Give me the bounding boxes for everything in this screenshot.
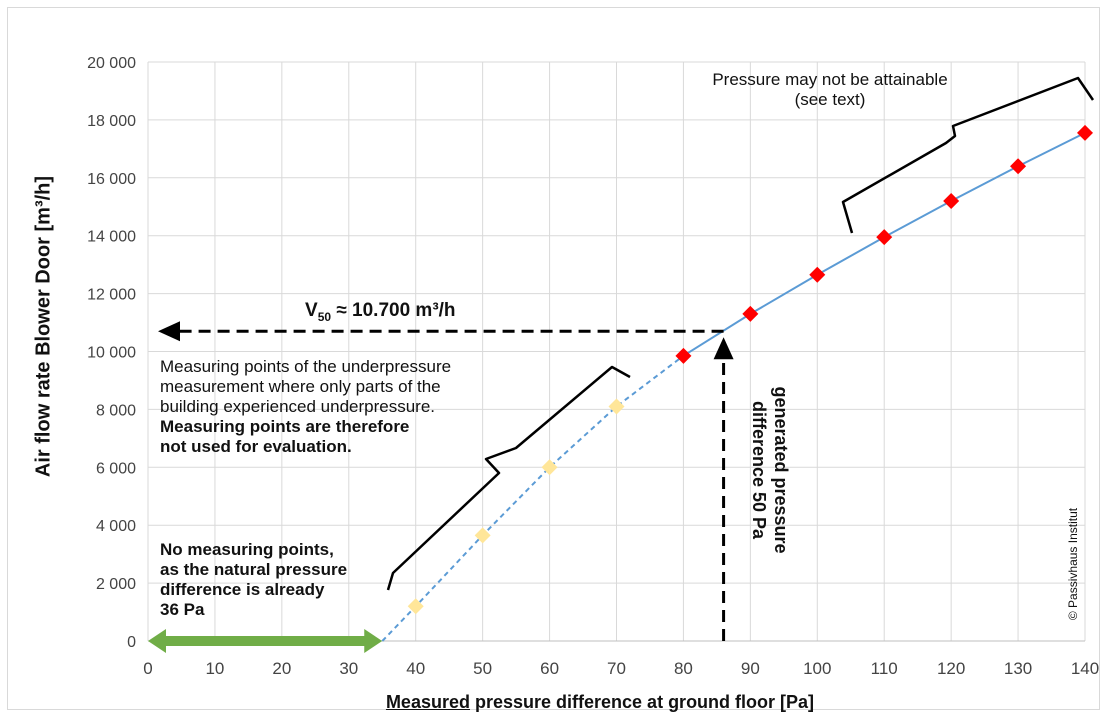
not-attainable-line: (see text) (794, 90, 866, 109)
v50-arrowhead (158, 321, 180, 342)
data-point (1010, 158, 1027, 175)
v50-value: ≈ 10.700 m³/h (331, 300, 456, 321)
y-tick-label: 18 000 (87, 113, 136, 130)
x-tick-label: 100 (803, 659, 831, 678)
no-points-line: 36 Pa (160, 600, 205, 619)
no-points-line: No measuring points, (160, 540, 334, 559)
underpressure-bold-line: not used for evaluation. (160, 437, 352, 456)
underpressure-bold-line: Measuring points are therefore (160, 417, 410, 436)
x-tick-label: 40 (406, 659, 425, 678)
green-arrow-shaft (164, 636, 367, 646)
y-tick-label: 4 000 (96, 518, 136, 535)
x-tick-label: 140 (1071, 659, 1099, 678)
x-tick-label: 80 (674, 659, 693, 678)
green-arrowhead-right (364, 629, 383, 653)
no-points-note: No measuring points, as the natural pres… (160, 540, 400, 620)
y-tick-label: 6 000 (96, 460, 136, 477)
chart-frame (7, 7, 1100, 710)
y-tick-label: 16 000 (87, 171, 136, 188)
data-point (809, 266, 826, 283)
underpressure-line: Measuring points of the underpressure (160, 357, 452, 376)
fit-curve-dashed (381, 355, 685, 642)
x-tick-label: 90 (741, 659, 760, 678)
no-points-line: as the natural pressure (160, 560, 348, 579)
data-point (541, 459, 558, 476)
not-attainable-line: Pressure may not be attainable (712, 70, 948, 89)
x-tick-label: 110 (871, 659, 898, 678)
x-tick-label: 20 (272, 659, 291, 678)
x-axis-label: Measured pressure difference at ground f… (200, 692, 1000, 713)
data-point (407, 598, 424, 615)
x-tick-label: 50 (473, 659, 492, 678)
underpressure-note: Measuring points of the underpressure me… (160, 357, 550, 457)
x-tick-label: 120 (937, 659, 965, 678)
data-point (742, 305, 759, 322)
underpressure-line: measurement where only parts of the (160, 377, 441, 396)
x-tick-label: 0 (143, 659, 152, 678)
data-point (943, 192, 960, 209)
x-axis-label-rest: pressure difference at ground floor [Pa] (469, 692, 815, 712)
y-tick-label: 12 000 (87, 287, 136, 304)
x-tick-label: 130 (1004, 659, 1032, 678)
y-tick-label: 2 000 (96, 576, 136, 593)
y-tick-label: 20 000 (87, 55, 136, 72)
pressure-arrowhead (713, 337, 734, 360)
data-point (608, 398, 625, 415)
green-arrowhead-left (148, 629, 166, 653)
y-tick-label: 10 000 (87, 345, 136, 362)
brace-not-attainable (841, 76, 1095, 234)
y-tick-label: 8 000 (96, 402, 136, 419)
x-tick-label: 60 (540, 659, 559, 678)
data-point (675, 347, 692, 364)
v50-subscript: 50 (317, 309, 332, 324)
x-tick-label: 10 (205, 659, 224, 678)
v50-label: V50 ≈ 10.700 m³/h (305, 300, 456, 324)
data-point (1077, 124, 1093, 141)
y-tick-label: 0 (127, 634, 136, 651)
data-point (876, 229, 893, 246)
data-point (474, 527, 491, 544)
not-attainable-label: Pressure may not be attainable (see text… (680, 70, 980, 110)
x-axis-label-underlined: Measured (385, 692, 470, 712)
x-tick-label: 70 (607, 659, 626, 678)
x-tick-label: 30 (339, 659, 358, 678)
no-points-line: difference is already (160, 580, 325, 599)
underpressure-line: building experienced underpressure. (160, 397, 436, 416)
brace-underpressure (386, 365, 631, 591)
y-tick-label: 14 000 (87, 229, 136, 246)
